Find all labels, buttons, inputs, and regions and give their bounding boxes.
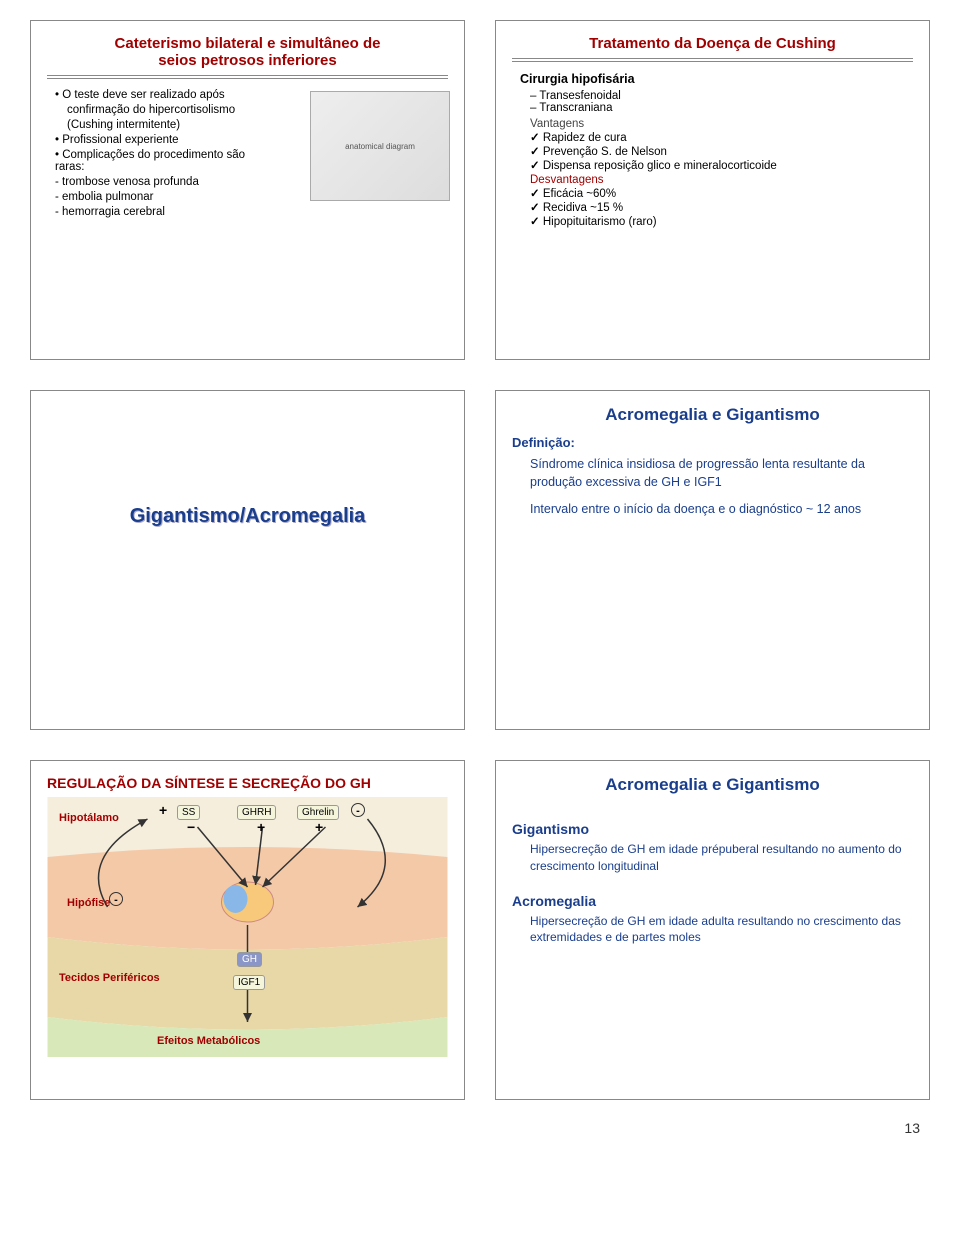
slide-tratamento: Tratamento da Doença de Cushing Cirurgia… xyxy=(495,20,930,360)
advantage-item: Dispensa reposição glico e mineralocorti… xyxy=(512,158,913,172)
list-item: - trombose venosa profunda xyxy=(55,176,268,188)
title-line: seios petrosos inferiores xyxy=(158,52,336,69)
acromegalia-body: Hipersecreção de GH em idade adulta resu… xyxy=(512,913,913,947)
slide-cateterismo: Cateterismo bilateral e simultâneo de se… xyxy=(30,20,465,360)
list-item: Profissional experiente xyxy=(55,134,268,146)
diagram-svg xyxy=(47,797,448,1057)
label-tecidos: Tecidos Periféricos xyxy=(59,972,160,984)
label-efeitos: Efeitos Metabólicos xyxy=(157,1035,260,1047)
approach-item: Transesfenoidal xyxy=(512,90,913,102)
sign-minus: - xyxy=(351,803,365,817)
box-igf1: IGF1 xyxy=(233,975,265,990)
sign-plus: + xyxy=(257,819,265,835)
slide-regulacao: REGULAÇÃO DA SÍNTESE E SECREÇÃO DO GH xyxy=(30,760,465,1100)
slide-title: Acromegalia e Gigantismo xyxy=(512,405,913,425)
acromegalia-head: Acromegalia xyxy=(512,893,913,909)
box-ghrh: GHRH xyxy=(237,805,276,820)
definition-para: Intervalo entre o início da doença e o d… xyxy=(512,501,913,519)
list-item: - hemorragia cerebral xyxy=(55,206,268,218)
regulation-diagram: Hipotálamo SS GHRH Ghrelin + − + + - Hip… xyxy=(47,797,448,1057)
sign-plus: + xyxy=(315,819,323,835)
slide-acromegalia-def: Acromegalia e Gigantismo Definição: Sínd… xyxy=(495,390,930,730)
box-ghrelin: Ghrelin xyxy=(297,805,339,820)
definition-para: Síndrome clínica insidiosa de progressão… xyxy=(512,456,913,491)
list-item: O teste deve ser realizado após xyxy=(55,89,268,101)
gigantismo-body: Hipersecreção de GH em idade prépuberal … xyxy=(512,841,913,875)
diagram-alt: anatomical diagram xyxy=(345,142,415,151)
title-line: Cateterismo bilateral e simultâneo de xyxy=(115,35,381,52)
gigantismo-head: Gigantismo xyxy=(512,821,913,837)
slide-title: REGULAÇÃO DA SÍNTESE E SECREÇÃO DO GH xyxy=(47,775,448,791)
sign-plus: + xyxy=(159,802,167,818)
slides-grid: Cateterismo bilateral e simultâneo de se… xyxy=(30,20,930,1100)
list-item: Complicações do procedimento são raras: xyxy=(55,149,268,173)
slide-gigantismo-title: Gigantismo/Acromegalia xyxy=(30,390,465,730)
content-list: O teste deve ser realizado após confirma… xyxy=(47,89,268,218)
disadvantage-item: Hipopituitarismo (raro) xyxy=(512,214,913,228)
box-gh: GH xyxy=(237,952,262,967)
page-number: 13 xyxy=(30,1120,930,1136)
advantage-item: Prevenção S. de Nelson xyxy=(512,144,913,158)
list-item: (Cushing intermitente) xyxy=(55,119,268,131)
advantage-item: Rapidez de cura xyxy=(512,130,913,144)
sign-minus: - xyxy=(109,892,123,906)
label-hipofise: Hipófise xyxy=(67,897,110,909)
slide-acro-gig: Acromegalia e Gigantismo Gigantismo Hipe… xyxy=(495,760,930,1100)
anatomy-diagram: anatomical diagram xyxy=(310,91,450,201)
disadvantage-item: Eficácia ~60% xyxy=(512,186,913,200)
slide-title: Gigantismo/Acromegalia xyxy=(47,505,448,528)
cirurgia-head: Cirurgia hipofisária xyxy=(520,72,913,86)
sign-minus: − xyxy=(187,819,195,835)
advantages-label: Vantagens xyxy=(512,118,913,130)
box-ss: SS xyxy=(177,805,200,820)
list-item: - embolia pulmonar xyxy=(55,191,268,203)
definition-label: Definição: xyxy=(512,435,913,450)
slide-title: Cateterismo bilateral e simultâneo de se… xyxy=(47,35,448,69)
title-rule xyxy=(47,75,448,79)
slide-title: Acromegalia e Gigantismo xyxy=(512,775,913,795)
title-rule xyxy=(512,58,913,62)
disadvantages-label: Desvantagens xyxy=(512,174,913,186)
approach-item: Transcraniana xyxy=(512,102,913,114)
label-hipotalamo: Hipotálamo xyxy=(59,812,119,824)
list-item: confirmação do hipercortisolismo xyxy=(55,104,268,116)
slide-title: Tratamento da Doença de Cushing xyxy=(512,35,913,52)
disadvantage-item: Recidiva ~15 % xyxy=(512,200,913,214)
